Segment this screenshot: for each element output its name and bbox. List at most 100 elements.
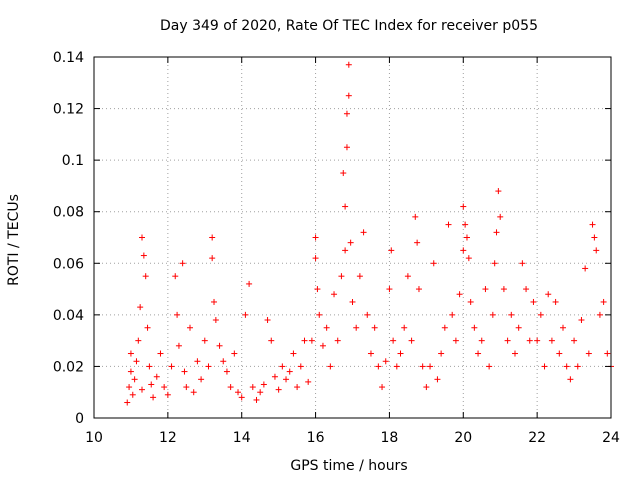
data-point — [386, 286, 393, 293]
data-point — [181, 368, 188, 375]
data-point — [441, 324, 448, 331]
data-point — [438, 350, 445, 357]
data-point — [371, 324, 378, 331]
data-point — [249, 384, 256, 391]
data-point — [338, 273, 345, 280]
data-point — [220, 358, 227, 365]
data-point — [142, 273, 149, 280]
data-point — [489, 311, 496, 318]
data-point — [312, 255, 319, 262]
plot-border — [93, 56, 612, 419]
data-point — [379, 384, 386, 391]
data-point — [308, 337, 315, 344]
data-point — [578, 317, 585, 324]
data-point — [360, 229, 367, 236]
data-point — [500, 286, 507, 293]
data-point — [216, 342, 223, 349]
data-point — [382, 358, 389, 365]
data-point — [445, 221, 452, 228]
data-point — [462, 221, 469, 228]
data-point — [342, 203, 349, 210]
data-point — [334, 337, 341, 344]
data-point — [600, 298, 607, 305]
data-point — [460, 247, 467, 254]
data-point — [129, 391, 136, 398]
data-point — [526, 337, 533, 344]
data-point — [401, 324, 408, 331]
data-point — [537, 311, 544, 318]
y-axis-label: ROTI / TECUs — [6, 194, 22, 286]
data-point — [319, 342, 326, 349]
y-tick-label: 0.02 — [53, 359, 84, 375]
y-tick-label: 0.04 — [53, 308, 84, 324]
data-point — [414, 239, 421, 246]
x-tick-label: 14 — [233, 430, 251, 446]
data-point — [271, 373, 278, 380]
data-point — [194, 358, 201, 365]
data-point — [430, 260, 437, 267]
x-tick-label: 16 — [307, 430, 325, 446]
data-point — [604, 350, 611, 357]
y-tick-label: 0.08 — [53, 205, 84, 221]
data-point — [316, 311, 323, 318]
data-point — [530, 298, 537, 305]
data-point — [139, 234, 146, 241]
y-tick-label: 0.1 — [62, 153, 84, 169]
y-tick-label: 0.14 — [53, 50, 84, 66]
data-point — [504, 337, 511, 344]
data-point — [157, 350, 164, 357]
data-point — [519, 260, 526, 267]
chart-title: Day 349 of 2020, Rate Of TEC Index for r… — [160, 18, 538, 34]
data-point — [591, 234, 598, 241]
data-point — [305, 378, 312, 385]
data-point — [345, 61, 352, 68]
data-point — [242, 311, 249, 318]
data-point — [209, 255, 216, 262]
data-point — [523, 286, 530, 293]
data-point — [133, 358, 140, 365]
data-point — [515, 324, 522, 331]
data-point — [124, 399, 131, 406]
x-axis-ticks: 10 12 14 16 18 20 22 24 — [85, 57, 620, 446]
data-point — [212, 317, 219, 324]
data-point — [231, 350, 238, 357]
data-point — [511, 350, 518, 357]
data-point — [198, 376, 205, 383]
data-point — [419, 363, 426, 370]
data-point — [585, 350, 592, 357]
data-point — [275, 386, 282, 393]
data-point — [471, 324, 478, 331]
data-point — [545, 291, 552, 298]
data-point — [183, 384, 190, 391]
data-point — [482, 286, 489, 293]
data-point — [140, 252, 147, 259]
data-point — [556, 350, 563, 357]
data-point — [238, 394, 245, 401]
data-point — [327, 363, 334, 370]
data-point — [452, 337, 459, 344]
y-tick-label: 0.12 — [53, 102, 84, 118]
data-point — [211, 298, 218, 305]
data-point — [493, 229, 500, 236]
x-axis-label: GPS time / hours — [290, 458, 407, 474]
data-point — [456, 291, 463, 298]
y-axis-ticks: 0 0.02 0.04 0.06 0.08 0.1 0.12 0.14 — [53, 50, 611, 427]
data-point — [491, 260, 498, 267]
data-point — [148, 381, 155, 388]
data-point — [331, 291, 338, 298]
data-point — [548, 337, 555, 344]
data-point — [589, 221, 596, 228]
data-point — [187, 324, 194, 331]
data-point — [209, 234, 216, 241]
data-point — [153, 373, 160, 380]
data-point — [497, 213, 504, 220]
data-point — [434, 376, 441, 383]
data-point — [495, 188, 502, 195]
data-point — [465, 255, 472, 262]
data-point — [596, 311, 603, 318]
data-point — [312, 234, 319, 241]
data-point — [404, 273, 411, 280]
data-point — [343, 144, 350, 151]
data-point — [567, 376, 574, 383]
x-tick-label: 18 — [381, 430, 399, 446]
